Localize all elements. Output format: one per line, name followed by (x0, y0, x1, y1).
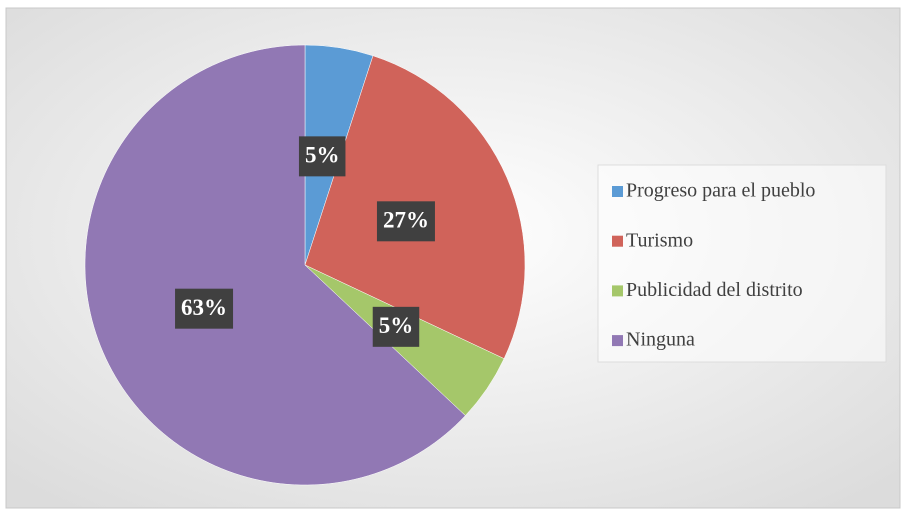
legend-box (597, 164, 887, 363)
label-box (376, 201, 435, 242)
legend-swatch (612, 235, 623, 247)
legend-swatch (612, 335, 623, 347)
data-label: 5% (379, 313, 414, 338)
label-box (175, 288, 234, 329)
legend-label: Progreso para el pueblo (626, 180, 815, 202)
legend-label: Publicidad del distrito (626, 279, 803, 301)
legend-swatch (612, 186, 623, 197)
label-box (298, 136, 346, 177)
data-label: 5% (305, 143, 340, 168)
label-box (372, 306, 420, 347)
data-label: 27% (383, 208, 429, 233)
legend-label: Ninguna (626, 329, 695, 351)
pie-slice (84, 44, 466, 486)
legend-swatch (612, 285, 623, 297)
legend-label: Turismo (626, 229, 693, 251)
data-label: 63% (181, 295, 227, 320)
